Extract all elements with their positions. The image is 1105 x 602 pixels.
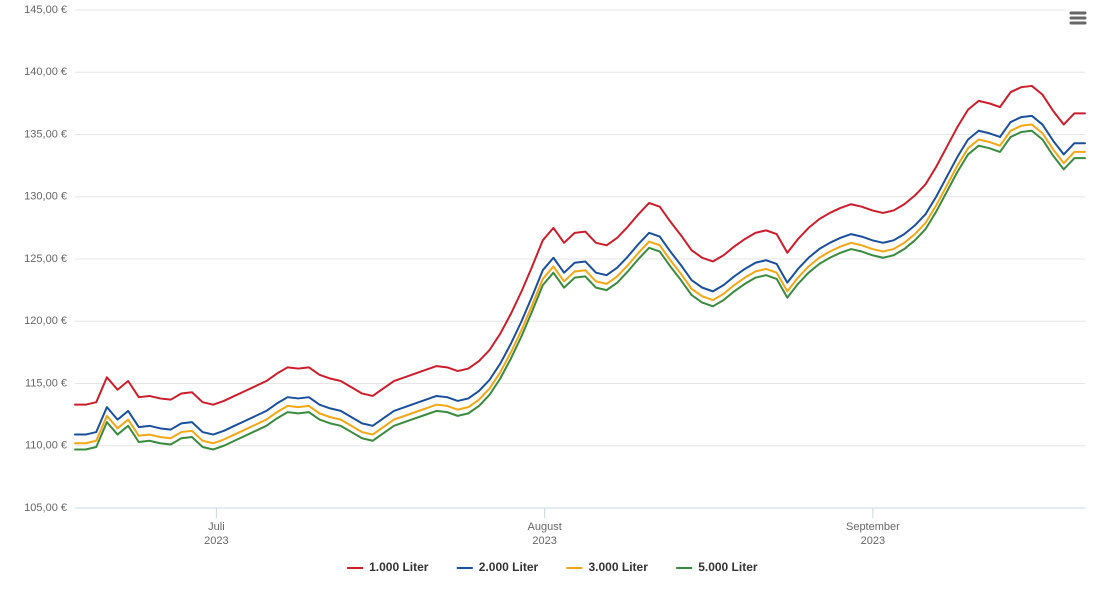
chart-background xyxy=(0,0,1105,602)
legend-label: 3.000 Liter xyxy=(589,560,649,574)
y-tick-label: 115,00 € xyxy=(25,377,67,389)
x-tick-year: 2023 xyxy=(532,535,556,547)
y-tick-label: 135,00 € xyxy=(24,128,67,140)
legend-label: 2.000 Liter xyxy=(479,560,539,574)
y-tick-label: 105,00 € xyxy=(24,502,67,514)
legend-label: 5.000 Liter xyxy=(698,560,758,574)
x-tick-month: August xyxy=(528,521,562,533)
x-tick-year: 2023 xyxy=(861,535,885,547)
y-tick-label: 125,00 € xyxy=(24,253,67,265)
chart-menu-button[interactable] xyxy=(1066,6,1090,30)
y-tick-label: 120,00 € xyxy=(24,315,67,327)
y-tick-label: 130,00 € xyxy=(24,191,67,203)
y-tick-label: 140,00 € xyxy=(24,66,67,78)
x-tick-year: 2023 xyxy=(204,535,228,547)
chart-svg: 105,00 € 110,00 € 115,00 € 120,00 € 125,00 €… xyxy=(0,0,1105,602)
legend-label: 1.000 Liter xyxy=(369,560,429,574)
x-tick-month: Juli xyxy=(208,521,225,533)
y-tick-label: 145,00 € xyxy=(24,4,67,16)
y-tick-label: 110,00 € xyxy=(25,440,67,452)
price-chart: 105,00 € 110,00 € 115,00 € 120,00 € 125,00 €… xyxy=(0,0,1105,602)
x-tick-month: September xyxy=(846,521,900,533)
